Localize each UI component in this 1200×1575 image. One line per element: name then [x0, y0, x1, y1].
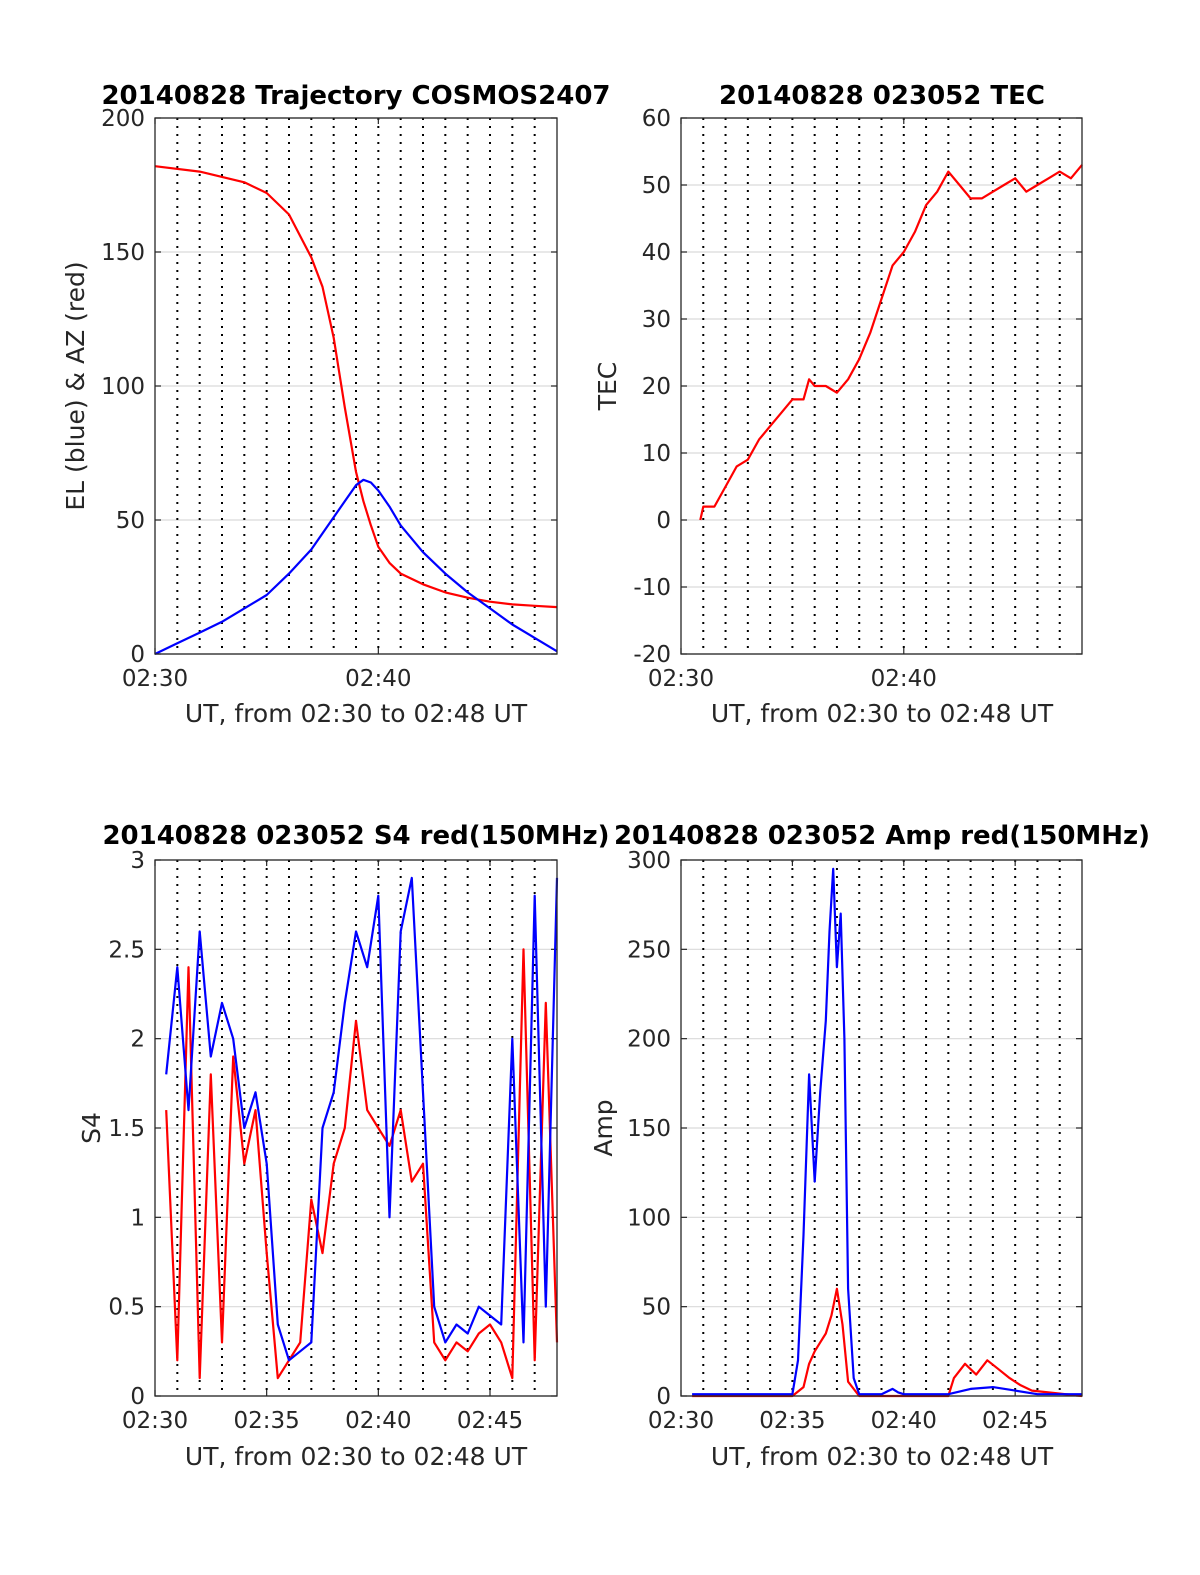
- y-tick-label: 50: [642, 173, 671, 199]
- x-tick-label: 02:35: [759, 1408, 825, 1434]
- y-tick-label: 2.5: [108, 937, 145, 963]
- x-axis-label: UT, from 02:30 to 02:48 UT: [711, 699, 1054, 728]
- y-tick-label: 300: [627, 848, 671, 874]
- y-tick-label: 150: [627, 1116, 671, 1142]
- axes-frame: [154, 859, 558, 1397]
- y-tick-label: 0: [130, 642, 145, 668]
- x-tick-label: 02:40: [871, 1408, 937, 1434]
- y-tick-label: 150: [101, 240, 145, 266]
- y-axis-label: EL (blue) & AZ (red): [61, 261, 90, 510]
- y-axis-label: S4: [77, 1112, 106, 1144]
- x-axis-label: UT, from 02:30 to 02:48 UT: [185, 699, 528, 728]
- red-series-line: [165, 948, 559, 1380]
- s4-chart: 20140828 023052 S4 red(150MHz) S4 UT, fr…: [77, 821, 610, 1471]
- y-tick-label: 40: [642, 240, 671, 266]
- x-tick-label: 02:30: [122, 1408, 188, 1434]
- x-tick-label: 02:40: [345, 1408, 411, 1434]
- blue-series-line: [154, 478, 558, 655]
- x-tick-label: 02:45: [982, 1408, 1048, 1434]
- y-tick-label: 100: [627, 1205, 671, 1231]
- y-tick-label: 10: [642, 441, 671, 467]
- blue-series-line: [692, 867, 1082, 1396]
- red-series-line: [699, 164, 1083, 521]
- y-tick-label: 250: [627, 937, 671, 963]
- trajectory-chart: 20140828 Trajectory COSMOS2407 EL (blue)…: [61, 81, 611, 728]
- y-tick-label: 50: [116, 508, 145, 534]
- x-tick-label: 02:35: [234, 1408, 300, 1434]
- y-tick-label: 3: [130, 848, 145, 874]
- x-tick-label: 02:30: [122, 666, 188, 692]
- y-tick-label: 200: [101, 106, 145, 132]
- y-tick-label: 0: [656, 508, 671, 534]
- x-axis-label: UT, from 02:30 to 02:48 UT: [711, 1442, 1054, 1471]
- axes-frame: [154, 117, 558, 655]
- y-tick-label: 0.5: [108, 1295, 145, 1321]
- y-tick-label: 0: [130, 1384, 145, 1410]
- y-tick-label: 20: [642, 374, 671, 400]
- x-tick-label: 02:30: [648, 666, 714, 692]
- y-tick-label: 60: [642, 106, 671, 132]
- chart-title: 20140828 023052 Amp red(150MHz): [614, 821, 1150, 851]
- y-tick-label: 100: [101, 374, 145, 400]
- x-tick-label: 02:40: [871, 666, 937, 692]
- y-tick-label: 30: [642, 307, 671, 333]
- y-tick-label: 50: [642, 1295, 671, 1321]
- x-axis-label: UT, from 02:30 to 02:48 UT: [185, 1442, 528, 1471]
- chart-title: 20140828 023052 TEC: [719, 81, 1045, 111]
- chart-title: 20140828 Trajectory COSMOS2407: [101, 81, 610, 111]
- y-axis-label: Amp: [589, 1099, 618, 1156]
- y-tick-label: 0: [656, 1384, 671, 1410]
- axes-frame: [680, 117, 1083, 655]
- tec-chart: 20140828 023052 TEC TEC UT, from 02:30 t…: [593, 81, 1083, 728]
- amp-chart: 20140828 023052 Amp red(150MHz) Amp UT, …: [589, 821, 1150, 1471]
- x-tick-label: 02:30: [648, 1408, 714, 1434]
- y-tick-label: 1.5: [108, 1116, 145, 1142]
- y-tick-label: -10: [633, 575, 671, 601]
- x-tick-label: 02:45: [457, 1408, 523, 1434]
- axes-frame: [680, 859, 1083, 1397]
- chart-title: 20140828 023052 S4 red(150MHz): [102, 821, 609, 851]
- x-tick-label: 02:40: [345, 666, 411, 692]
- y-tick-label: 2: [130, 1027, 145, 1053]
- y-tick-label: 1: [130, 1205, 145, 1231]
- y-tick-label: 200: [627, 1027, 671, 1053]
- y-axis-label: TEC: [593, 362, 622, 412]
- y-tick-label: -20: [633, 642, 671, 668]
- blue-series-line: [165, 876, 559, 1362]
